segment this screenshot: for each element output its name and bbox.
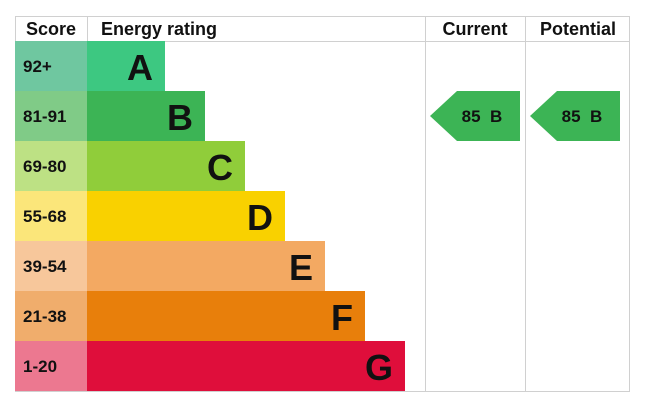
score-label: 39-54 <box>23 257 67 276</box>
score-cell <box>15 41 87 91</box>
header-potential: Potential <box>540 19 616 39</box>
rating-bar <box>87 291 365 341</box>
rating-bar <box>87 241 325 291</box>
rating-letter: A <box>127 47 153 88</box>
header-energy-rating: Energy rating <box>101 19 217 39</box>
potential-rating-label: 85 B <box>562 107 603 126</box>
score-label: 55-68 <box>23 207 66 226</box>
score-cell <box>15 291 87 341</box>
band-E: 39-54 E <box>15 241 325 291</box>
rating-letter: G <box>365 347 393 388</box>
rating-bar <box>87 191 285 241</box>
rating-letter: B <box>167 97 193 138</box>
header-score: Score <box>26 19 76 39</box>
header-current: Current <box>442 19 507 39</box>
rating-letter: D <box>247 197 273 238</box>
band-B: 81-91 B <box>15 91 205 141</box>
score-label: 21-38 <box>23 307 66 326</box>
current-rating-label: 85 B <box>462 107 503 126</box>
score-label: 92+ <box>23 57 52 76</box>
potential-rating-marker: 85 B <box>530 91 620 141</box>
band-D: 55-68 D <box>15 191 285 241</box>
current-rating-marker: 85 B <box>430 91 520 141</box>
score-cell <box>15 341 87 391</box>
rating-bar <box>87 41 165 91</box>
rating-letter: C <box>207 147 233 188</box>
rating-bar <box>87 141 245 191</box>
score-label: 1-20 <box>23 357 57 376</box>
band-G: 1-20 G <box>15 341 405 391</box>
rating-bar <box>87 341 405 391</box>
score-cell <box>15 91 87 141</box>
score-label: 81-91 <box>23 107 66 126</box>
score-cell <box>15 241 87 291</box>
band-F: 21-38 F <box>15 291 365 341</box>
rating-bar <box>87 91 205 141</box>
rating-letter: F <box>331 297 353 338</box>
current-arrow <box>430 91 520 141</box>
rating-letter: E <box>289 247 313 288</box>
score-label: 69-80 <box>23 157 66 176</box>
score-cell <box>15 191 87 241</box>
band-C: 69-80 C <box>15 141 245 191</box>
potential-arrow <box>530 91 620 141</box>
score-cell <box>15 141 87 191</box>
band-A: 92+ A <box>15 41 165 91</box>
